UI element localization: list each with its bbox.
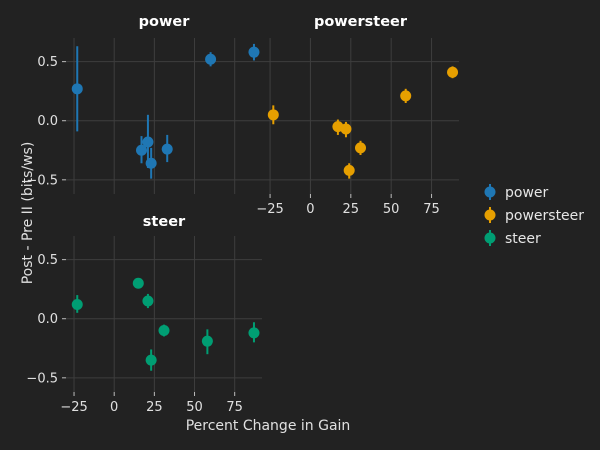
y-tick-label: 0.5 bbox=[37, 55, 58, 70]
x-tick-label: −25 bbox=[60, 400, 87, 415]
x-tick-label: 75 bbox=[423, 202, 440, 217]
data-point bbox=[447, 66, 459, 78]
legend-label: powersteer bbox=[505, 208, 584, 224]
data-point-group bbox=[71, 46, 83, 132]
data-point bbox=[267, 109, 279, 121]
data-point-group bbox=[400, 88, 412, 103]
y-axis-label: Post - Pre II (bits/ws) bbox=[20, 142, 36, 285]
data-point bbox=[142, 136, 154, 148]
legend-marker bbox=[484, 232, 496, 244]
data-point-group bbox=[355, 140, 366, 155]
legend-item-power: power bbox=[484, 184, 549, 201]
legend-item-steer: steer bbox=[484, 230, 541, 247]
data-point bbox=[248, 46, 260, 58]
x-tick-label: 0 bbox=[306, 202, 314, 217]
x-tick-label: 25 bbox=[343, 202, 360, 217]
data-point bbox=[248, 327, 260, 339]
y-tick-label: 0.5 bbox=[37, 253, 58, 268]
legend-label: steer bbox=[505, 231, 541, 247]
chart-legend: power powersteer steer bbox=[484, 184, 584, 247]
x-tick-label: 50 bbox=[186, 400, 203, 415]
data-point bbox=[201, 335, 213, 347]
x-tick-label: −25 bbox=[256, 202, 283, 217]
data-point-group bbox=[205, 52, 217, 67]
x-tick-label: 50 bbox=[383, 202, 400, 217]
panel-power: power 0.5 0.0 −0.5 bbox=[26, 14, 262, 194]
data-point-group bbox=[142, 293, 154, 309]
data-point bbox=[71, 83, 83, 95]
data-point bbox=[145, 157, 157, 169]
panel-title: powersteer bbox=[314, 14, 408, 30]
data-point bbox=[136, 144, 148, 156]
data-point bbox=[400, 90, 412, 102]
data-point bbox=[158, 325, 170, 337]
data-point bbox=[161, 143, 173, 155]
y-tick-label: −0.5 bbox=[26, 371, 58, 386]
data-point bbox=[132, 277, 144, 289]
panel-steer: steer 0.5 0.0 −0.5−25 0 25 50 75 bbox=[26, 214, 262, 415]
data-point-group bbox=[447, 66, 459, 79]
panel-powersteer: powersteer −25 0 25 50 75 bbox=[256, 14, 459, 217]
data-point-group bbox=[71, 295, 83, 313]
legend-item-powersteer: powersteer bbox=[484, 207, 584, 224]
data-point-group bbox=[343, 163, 355, 179]
x-tick-label: 25 bbox=[146, 400, 163, 415]
data-point bbox=[343, 164, 355, 176]
data-point-group bbox=[158, 324, 170, 337]
data-point bbox=[142, 295, 154, 307]
data-point bbox=[205, 53, 217, 65]
data-point-group bbox=[161, 134, 173, 163]
data-point-group bbox=[201, 329, 213, 355]
data-point-group bbox=[248, 322, 260, 343]
data-point bbox=[145, 354, 157, 366]
data-point bbox=[355, 142, 366, 154]
data-point-group bbox=[145, 147, 157, 179]
data-point bbox=[71, 299, 83, 311]
y-tick-label: 0.0 bbox=[37, 114, 58, 129]
panel-title: power bbox=[139, 14, 191, 30]
data-point-group bbox=[248, 43, 260, 61]
data-point-group bbox=[136, 136, 148, 164]
x-tick-label: 75 bbox=[226, 400, 243, 415]
y-tick-label: 0.0 bbox=[37, 312, 58, 327]
data-point-group bbox=[340, 121, 352, 138]
panel-title: steer bbox=[143, 214, 186, 230]
data-point bbox=[340, 123, 352, 135]
data-point-group bbox=[132, 277, 144, 289]
legend-marker bbox=[484, 186, 496, 198]
x-axis-label: Percent Change in Gain bbox=[186, 418, 351, 434]
y-tick-label: −0.5 bbox=[26, 173, 58, 188]
x-tick-label: 0 bbox=[110, 400, 118, 415]
legend-marker bbox=[484, 209, 496, 221]
legend-label: power bbox=[505, 185, 549, 201]
data-point-group bbox=[145, 349, 157, 371]
data-point-group bbox=[267, 105, 279, 125]
